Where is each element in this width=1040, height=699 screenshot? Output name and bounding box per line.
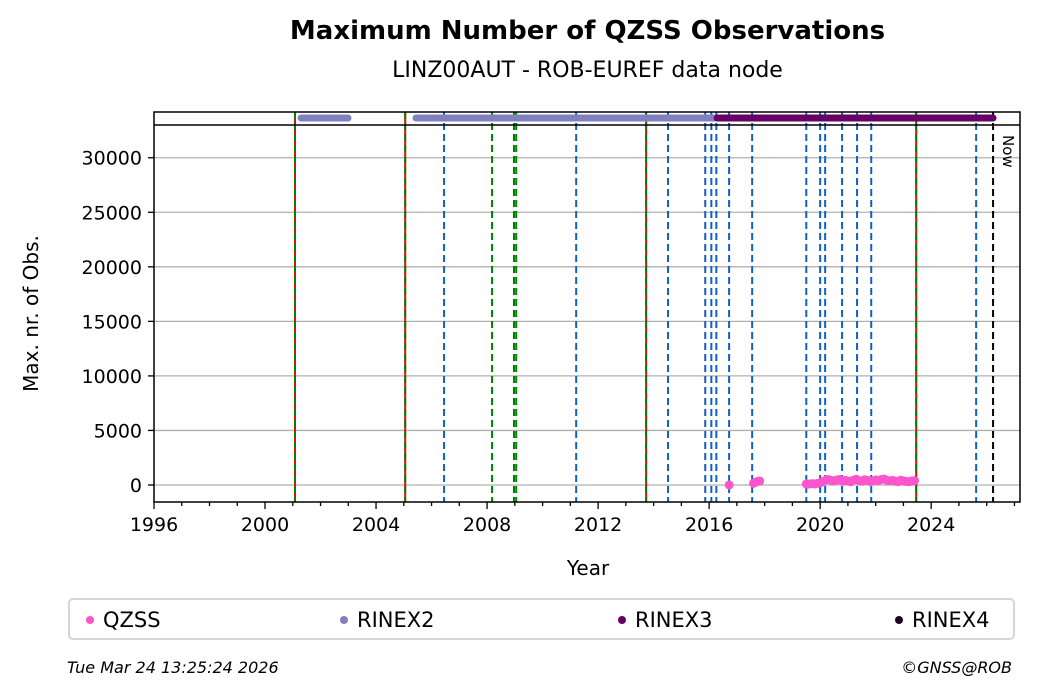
x-tick-label: 2016: [685, 514, 733, 536]
now-label: Now: [999, 135, 1017, 168]
data-point-qzss: [724, 480, 734, 490]
x-tick-label: 2012: [574, 514, 622, 536]
legend-marker: [86, 616, 94, 624]
y-tick-label: 15000: [82, 311, 142, 333]
legend-label: RINEX3: [635, 608, 713, 632]
legend-item-qzss: QZSS: [86, 608, 161, 632]
chart-title: Maximum Number of QZSS Observations: [289, 16, 886, 46]
legend-label: RINEX2: [357, 608, 435, 632]
data-point-qzss: [755, 476, 765, 486]
y-axis-label: Max. nr. of Obs.: [19, 235, 43, 392]
x-tick-label: 2008: [463, 514, 511, 536]
data-point-qzss: [910, 476, 920, 486]
y-tick-label: 0: [130, 475, 142, 497]
chart-subtitle: LINZ00AUT - ROB-EUREF data node: [392, 58, 783, 83]
x-tick-label: 2024: [907, 514, 955, 536]
legend-label: QZSS: [103, 608, 161, 632]
credit: ©GNSS@ROB: [901, 658, 1012, 677]
y-tick-label: 20000: [82, 257, 142, 279]
timestamp: Tue Mar 24 13:25:24 2026: [67, 658, 279, 677]
legend-label: RINEX4: [912, 608, 990, 632]
y-tick-label: 25000: [82, 202, 142, 224]
legend-item-rinex3: RINEX3: [618, 608, 713, 632]
x-tick-label: 2004: [352, 514, 400, 536]
x-axis-label: Year: [566, 556, 610, 580]
legend-marker: [340, 616, 348, 624]
y-tick-label: 5000: [94, 420, 142, 442]
x-tick-label: 2000: [241, 514, 289, 536]
legend: QZSS RINEX2 RINEX3 RINEX4: [68, 598, 1015, 640]
x-tick-label: 1996: [130, 514, 178, 536]
y-tick-label: 30000: [82, 148, 142, 170]
legend-item-rinex4: RINEX4: [895, 608, 990, 632]
plot-frame: [153, 111, 1021, 503]
x-tick-label: 2020: [796, 514, 844, 536]
y-tick-label: 10000: [82, 366, 142, 388]
legend-marker: [618, 616, 626, 624]
legend-item-rinex2: RINEX2: [340, 608, 435, 632]
legend-marker: [895, 616, 903, 624]
